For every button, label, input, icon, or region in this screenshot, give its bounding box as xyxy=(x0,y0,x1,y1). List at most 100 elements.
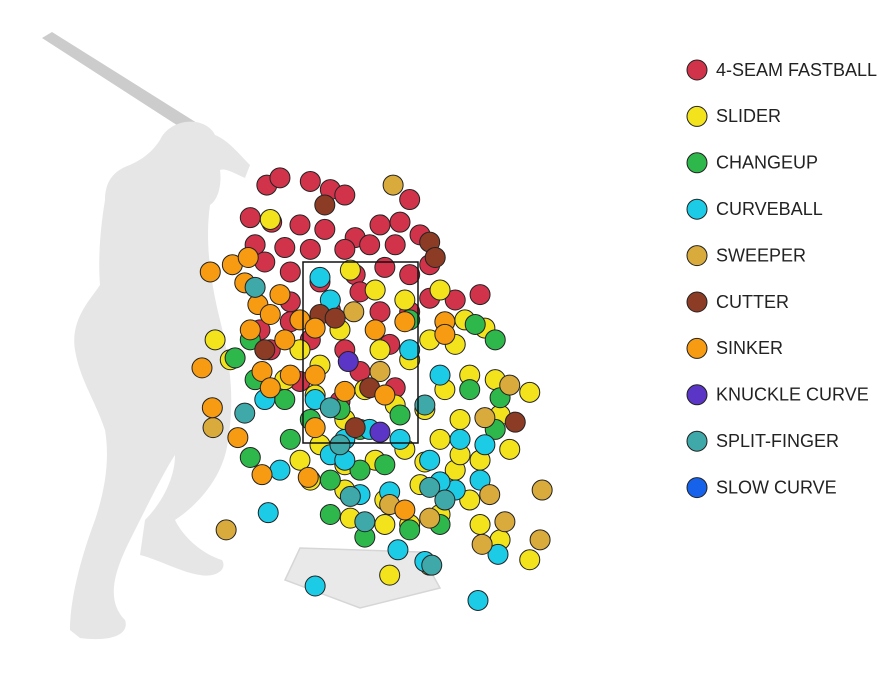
batter-silhouette xyxy=(42,32,442,640)
pitch-point xyxy=(429,428,451,450)
legend-label: KNUCKLE CURVE xyxy=(716,385,869,405)
pitch-point xyxy=(389,428,411,450)
pitch-point xyxy=(434,489,456,511)
pitch-point xyxy=(314,194,336,216)
pitch-point xyxy=(429,279,451,301)
pitch-point xyxy=(299,238,321,260)
pitch-point xyxy=(319,503,341,525)
pitch-point xyxy=(269,284,291,306)
pitch-point xyxy=(202,417,224,439)
pitch-point xyxy=(304,364,326,386)
pitch-point xyxy=(339,485,361,507)
pitch-point xyxy=(279,364,301,386)
pitch-point xyxy=(369,301,391,323)
pitch-point xyxy=(237,246,259,268)
pitch-point xyxy=(369,421,391,443)
pitch-point xyxy=(257,502,279,524)
pitch-point xyxy=(474,407,496,429)
pitch-point xyxy=(379,564,401,586)
legend-swatch xyxy=(686,337,708,359)
pitch-points xyxy=(191,167,553,611)
legend-swatch xyxy=(686,152,708,174)
legend-label: SWEEPER xyxy=(716,245,806,265)
pitch-point xyxy=(474,434,496,456)
pitch-point xyxy=(384,234,406,256)
pitch-point xyxy=(297,466,319,488)
pitch-point xyxy=(334,380,356,402)
pitch-point xyxy=(334,238,356,260)
legend-label: CUTTER xyxy=(716,292,789,312)
pitch-point xyxy=(364,319,386,341)
pitch-point xyxy=(334,184,356,206)
legend-swatch xyxy=(686,430,708,452)
pitch-point xyxy=(354,511,376,533)
pitch-point xyxy=(324,307,346,329)
pitch-point xyxy=(449,428,471,450)
pitch-point xyxy=(389,404,411,426)
legend-label: SINKER xyxy=(716,338,783,358)
pitch-point xyxy=(394,289,416,311)
pitch-point xyxy=(274,237,296,259)
pitch-point xyxy=(369,339,391,361)
pitch-point xyxy=(234,402,256,424)
pitch-point xyxy=(227,427,249,449)
pitch-point xyxy=(369,361,391,383)
pitch-point xyxy=(399,189,421,211)
pitch-point xyxy=(374,384,396,406)
pitch-point xyxy=(201,397,223,419)
pitch-point xyxy=(304,317,326,339)
legend-label: SLIDER xyxy=(716,106,781,126)
pitch-point xyxy=(359,234,381,256)
pitch-point xyxy=(269,167,291,189)
pitch-point xyxy=(459,489,481,511)
pitch-point xyxy=(239,319,261,341)
pitch-point xyxy=(319,469,341,491)
pitch-point xyxy=(259,208,281,230)
legend-swatch xyxy=(686,384,708,406)
pitch-point xyxy=(191,357,213,379)
pitch-point xyxy=(329,434,351,456)
pitch-point xyxy=(374,513,396,535)
pitch-point xyxy=(364,279,386,301)
pitch-point xyxy=(215,519,237,541)
pitch-point xyxy=(434,323,456,345)
pitch-point xyxy=(339,259,361,281)
legend-label: 4-SEAM FASTBALL xyxy=(716,60,877,80)
pitch-point xyxy=(274,329,296,351)
pitch-point xyxy=(269,459,291,481)
pitch-point xyxy=(399,339,421,361)
pitch-point xyxy=(224,347,246,369)
pitch-point xyxy=(259,303,281,325)
bat xyxy=(42,32,205,140)
pitch-point xyxy=(199,261,221,283)
pitch-point xyxy=(469,513,491,535)
pitch-point xyxy=(251,464,273,486)
pitch-point xyxy=(239,446,261,468)
pitch-point xyxy=(387,539,409,561)
pitch-point xyxy=(479,484,501,506)
pitch-point xyxy=(299,170,321,192)
pitch-point xyxy=(337,351,359,373)
pitch-point xyxy=(382,174,404,196)
legend-label: SPLIT-FINGER xyxy=(716,431,839,451)
pitch-point xyxy=(289,214,311,236)
legend-swatch xyxy=(686,291,708,313)
pitch-point xyxy=(399,264,421,286)
legend-swatch xyxy=(686,477,708,499)
pitch-point xyxy=(421,554,443,576)
pitch-point xyxy=(279,261,301,283)
pitch-point xyxy=(389,211,411,233)
pitch-point xyxy=(289,449,311,471)
legend-swatch xyxy=(686,59,708,81)
pitch-point xyxy=(419,476,441,498)
pitch-point xyxy=(459,379,481,401)
pitch-point xyxy=(239,207,261,229)
pitch-point xyxy=(469,284,491,306)
legend-label: CURVEBALL xyxy=(716,199,823,219)
pitch-point xyxy=(204,329,226,351)
pitch-point xyxy=(394,499,416,521)
pitch-point xyxy=(449,408,471,430)
pitch-point xyxy=(469,469,491,491)
pitch-point xyxy=(279,428,301,450)
